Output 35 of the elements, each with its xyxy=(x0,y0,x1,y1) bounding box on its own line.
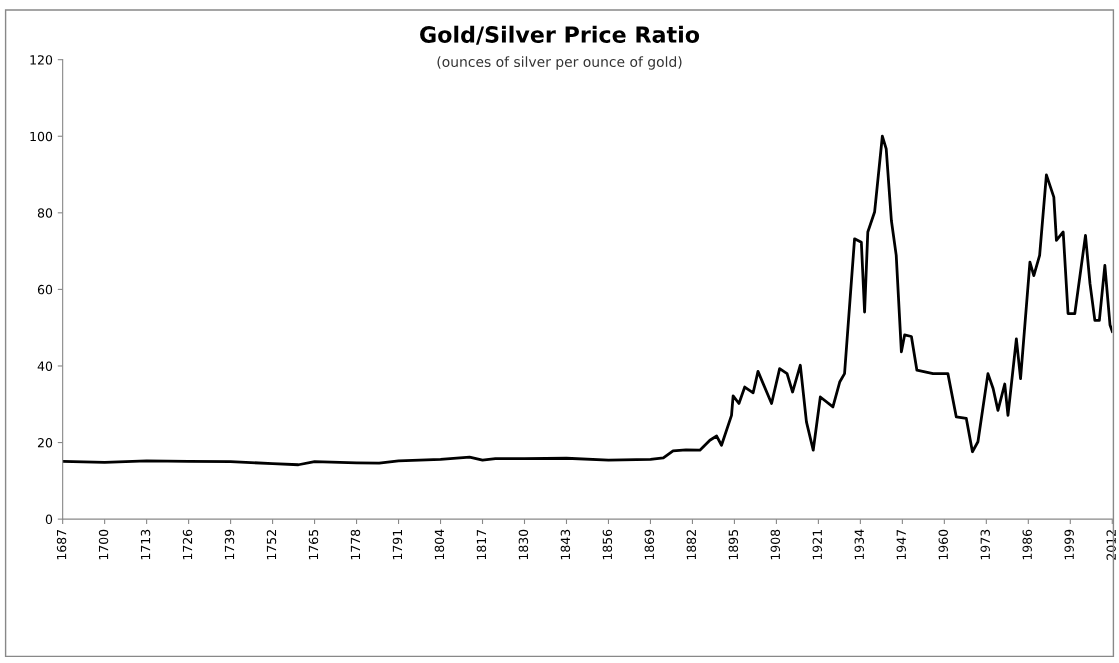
y-tick-label: 20 xyxy=(37,438,53,448)
x-tick-label: 1843 xyxy=(560,529,571,560)
x-tick-label: 1713 xyxy=(140,529,151,560)
x-tick-label: 1804 xyxy=(434,529,445,560)
y-tick-label: 60 xyxy=(37,284,53,295)
x-tick-label: 1947 xyxy=(896,529,906,560)
x-tick-label: 1830 xyxy=(518,529,529,560)
x-tick-label: 1791 xyxy=(392,530,403,560)
x-tick-label: 1778 xyxy=(350,529,361,560)
y-tick-label: 80 xyxy=(37,208,53,218)
x-tick-label: 1869 xyxy=(644,529,655,560)
chart-subtitle: (ounces of silver per ounce of gold) xyxy=(437,56,682,70)
y-tick-label: 120 xyxy=(30,55,53,65)
x-tick-label: 1934 xyxy=(854,529,864,560)
x-tick-label: 1856 xyxy=(602,529,613,560)
chart-title: Gold/Silver Price Ratio xyxy=(420,25,700,45)
x-tick-label: 1726 xyxy=(182,529,193,560)
x-tick-label: 1986 xyxy=(1022,529,1032,560)
x-tick-label: 1739 xyxy=(224,529,235,560)
x-tick-label: 1960 xyxy=(938,529,948,560)
x-tick-label: 1700 xyxy=(98,529,109,560)
x-tick-label: 1752 xyxy=(266,530,277,560)
x-tick-label: 1687 xyxy=(56,529,67,560)
y-tick-label: 0 xyxy=(45,514,53,525)
x-tick-label: 1973 xyxy=(980,529,990,560)
y-tick-label: 100 xyxy=(30,131,53,142)
x-tick-label: 1765 xyxy=(308,529,319,560)
x-tick-label: 1882 xyxy=(686,530,697,560)
x-tick-label: 1895 xyxy=(728,529,739,560)
x-tick-label: 1999 xyxy=(1064,529,1074,560)
x-tick-label: 1817 xyxy=(476,529,487,560)
x-tick-label: 1908 xyxy=(770,529,781,560)
x-tick-label: 1921 xyxy=(812,530,823,560)
line-series xyxy=(62,134,1113,467)
y-tick-label: 40 xyxy=(37,361,53,371)
